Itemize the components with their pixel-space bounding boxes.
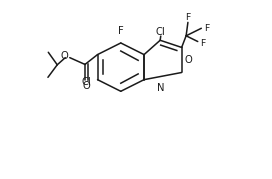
Text: O: O xyxy=(185,55,192,65)
Text: Cl: Cl xyxy=(156,27,166,37)
Text: F: F xyxy=(200,39,206,48)
Text: O: O xyxy=(83,81,91,91)
Text: N: N xyxy=(157,83,165,93)
Text: Cl: Cl xyxy=(81,77,91,87)
Text: O: O xyxy=(61,51,69,61)
Text: F: F xyxy=(185,13,190,22)
Text: F: F xyxy=(118,26,124,36)
Text: F: F xyxy=(204,24,209,33)
